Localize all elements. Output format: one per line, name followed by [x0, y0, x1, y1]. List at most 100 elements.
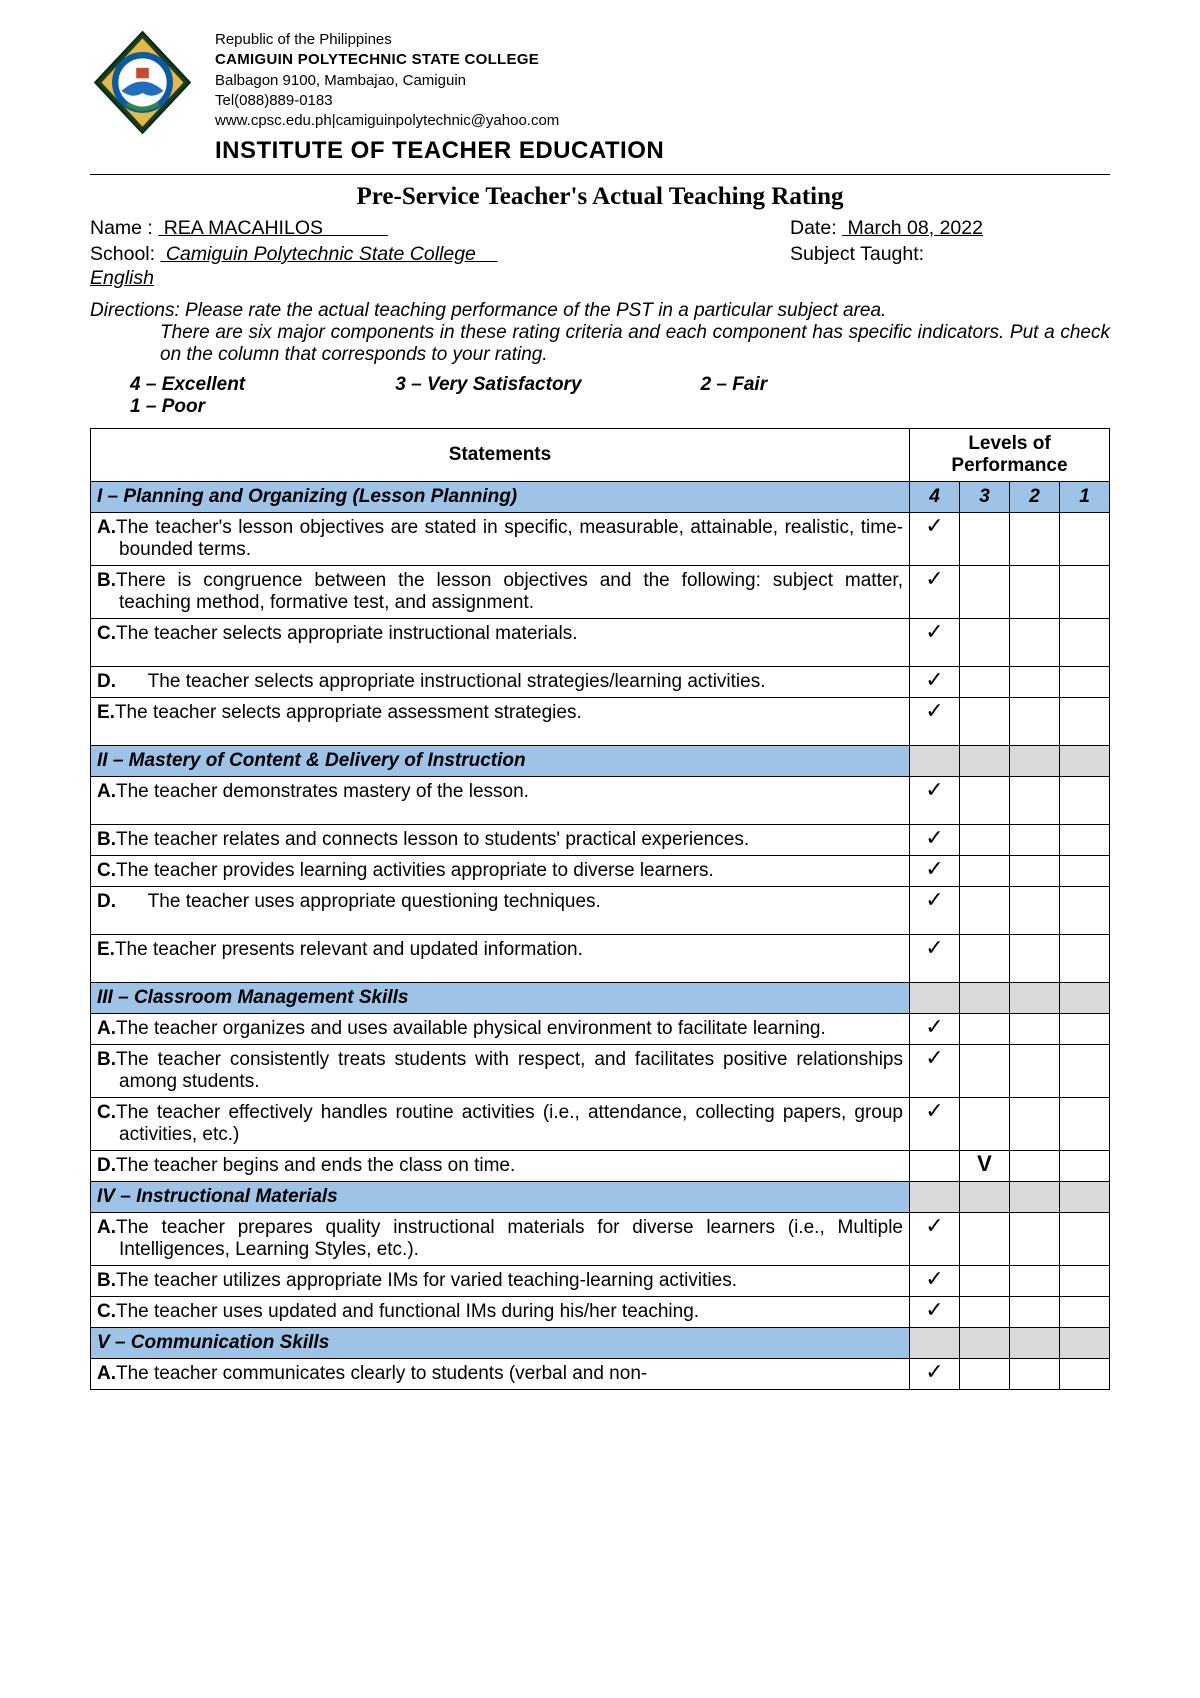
- rating-cell-4[interactable]: ✓: [910, 777, 960, 825]
- rating-cell-3[interactable]: [960, 887, 1010, 935]
- name-value: REA MACAHILOS: [158, 217, 388, 239]
- rating-cell-3[interactable]: [960, 825, 1010, 856]
- rating-cell-2[interactable]: [1010, 667, 1060, 698]
- rating-cell-3[interactable]: V: [960, 1151, 1010, 1182]
- rating-cell-1[interactable]: [1060, 825, 1110, 856]
- rating-cell-1[interactable]: [1060, 619, 1110, 667]
- rating-cell-4[interactable]: ✓: [910, 667, 960, 698]
- rating-cell-4[interactable]: ✓: [910, 1297, 960, 1328]
- statement-cell: B.The teacher utilizes appropriate IMs f…: [91, 1266, 910, 1297]
- rating-cell-1[interactable]: [1060, 777, 1110, 825]
- rating-cell-1[interactable]: [1060, 566, 1110, 619]
- rating-cell-1[interactable]: [1060, 1151, 1110, 1182]
- rating-cell-2[interactable]: [1010, 777, 1060, 825]
- rating-cell-1[interactable]: [1060, 1213, 1110, 1266]
- rating-cell-4[interactable]: ✓: [910, 1266, 960, 1297]
- rating-cell-3[interactable]: [960, 1014, 1010, 1045]
- rating-cell-4[interactable]: ✓: [910, 1359, 960, 1390]
- level-header-4: [910, 1328, 960, 1359]
- rating-cell-3[interactable]: [960, 1359, 1010, 1390]
- rating-cell-2[interactable]: [1010, 1359, 1060, 1390]
- directions: Directions: Please rate the actual teach…: [90, 300, 1110, 366]
- rating-cell-2[interactable]: [1010, 1213, 1060, 1266]
- rating-cell-2[interactable]: [1010, 935, 1060, 983]
- rating-cell-2[interactable]: [1010, 619, 1060, 667]
- rating-cell-2[interactable]: [1010, 566, 1060, 619]
- rating-cell-1[interactable]: [1060, 1045, 1110, 1098]
- section-header: I – Planning and Organizing (Lesson Plan…: [91, 482, 1110, 513]
- rating-cell-1[interactable]: [1060, 1266, 1110, 1297]
- meta-right: Date: March 08, 2022 Subject Taught:: [790, 215, 1110, 268]
- rating-cell-3[interactable]: [960, 1266, 1010, 1297]
- level-header-3: 3: [960, 482, 1010, 513]
- rating-cell-2[interactable]: [1010, 698, 1060, 746]
- rating-cell-3[interactable]: [960, 935, 1010, 983]
- table-row: B.The teacher relates and connects lesso…: [91, 825, 1110, 856]
- rating-cell-4[interactable]: [910, 1151, 960, 1182]
- rating-cell-2[interactable]: [1010, 1098, 1060, 1151]
- web-line: www.cpsc.edu.ph|camiguinpolytechnic@yaho…: [215, 111, 664, 131]
- rating-cell-4[interactable]: ✓: [910, 935, 960, 983]
- rating-cell-4[interactable]: ✓: [910, 566, 960, 619]
- rating-cell-2[interactable]: [1010, 1297, 1060, 1328]
- rating-cell-3[interactable]: [960, 1098, 1010, 1151]
- section-header: II – Mastery of Content & Delivery of In…: [91, 746, 1110, 777]
- rating-cell-4[interactable]: ✓: [910, 513, 960, 566]
- table-row: B.There is congruence between the lesson…: [91, 566, 1110, 619]
- statement-cell: A.The teacher's lesson objectives are st…: [91, 513, 910, 566]
- rating-cell-2[interactable]: [1010, 513, 1060, 566]
- rating-cell-4[interactable]: ✓: [910, 1098, 960, 1151]
- rating-cell-1[interactable]: [1060, 856, 1110, 887]
- rating-cell-1[interactable]: [1060, 667, 1110, 698]
- rating-cell-1[interactable]: [1060, 1359, 1110, 1390]
- rating-cell-3[interactable]: [960, 698, 1010, 746]
- rating-cell-4[interactable]: ✓: [910, 1213, 960, 1266]
- statement-cell: A.The teacher demonstrates mastery of th…: [91, 777, 910, 825]
- statement-cell: E.The teacher selects appropriate assess…: [91, 698, 910, 746]
- level-header-3: [960, 1328, 1010, 1359]
- statement-cell: C.The teacher provides learning activiti…: [91, 856, 910, 887]
- rating-cell-1[interactable]: [1060, 1098, 1110, 1151]
- level-header-1: [1060, 746, 1110, 777]
- rating-cell-2[interactable]: [1010, 1151, 1060, 1182]
- rating-cell-4[interactable]: ✓: [910, 825, 960, 856]
- rating-cell-4[interactable]: ✓: [910, 1014, 960, 1045]
- rating-cell-2[interactable]: [1010, 887, 1060, 935]
- rating-cell-2[interactable]: [1010, 825, 1060, 856]
- rating-cell-4[interactable]: ✓: [910, 698, 960, 746]
- level-header-1: [1060, 1182, 1110, 1213]
- rating-cell-2[interactable]: [1010, 1266, 1060, 1297]
- rating-cell-1[interactable]: [1060, 887, 1110, 935]
- rating-cell-4[interactable]: ✓: [910, 619, 960, 667]
- rating-cell-4[interactable]: ✓: [910, 1045, 960, 1098]
- rating-cell-1[interactable]: [1060, 698, 1110, 746]
- table-row: C.The teacher uses updated and functiona…: [91, 1297, 1110, 1328]
- rating-cell-3[interactable]: [960, 619, 1010, 667]
- rating-cell-2[interactable]: [1010, 1045, 1060, 1098]
- rating-cell-1[interactable]: [1060, 935, 1110, 983]
- page: Republic of the Philippines CAMIGUIN POL…: [0, 0, 1200, 1390]
- rating-cell-3[interactable]: [960, 667, 1010, 698]
- date-label: Date:: [790, 217, 837, 239]
- rating-cell-3[interactable]: [960, 513, 1010, 566]
- table-head: Statements Levels of Performance: [91, 429, 1110, 482]
- rating-cell-3[interactable]: [960, 856, 1010, 887]
- rating-cell-3[interactable]: [960, 1045, 1010, 1098]
- rating-cell-2[interactable]: [1010, 1014, 1060, 1045]
- section-header: III – Classroom Management Skills: [91, 983, 1110, 1014]
- rating-cell-3[interactable]: [960, 1213, 1010, 1266]
- rating-cell-4[interactable]: ✓: [910, 887, 960, 935]
- rating-cell-2[interactable]: [1010, 856, 1060, 887]
- rating-cell-1[interactable]: [1060, 1297, 1110, 1328]
- rating-cell-1[interactable]: [1060, 513, 1110, 566]
- level-header-3: [960, 746, 1010, 777]
- rating-cell-3[interactable]: [960, 1297, 1010, 1328]
- rating-cell-3[interactable]: [960, 566, 1010, 619]
- rating-cell-3[interactable]: [960, 777, 1010, 825]
- rating-cell-4[interactable]: ✓: [910, 856, 960, 887]
- statement-cell: C.The teacher effectively handles routin…: [91, 1098, 910, 1151]
- statement-cell: D. The teacher selects appropriate instr…: [91, 667, 910, 698]
- statement-cell: A.The teacher prepares quality instructi…: [91, 1213, 910, 1266]
- rating-cell-1[interactable]: [1060, 1014, 1110, 1045]
- statement-cell: B.The teacher relates and connects lesso…: [91, 825, 910, 856]
